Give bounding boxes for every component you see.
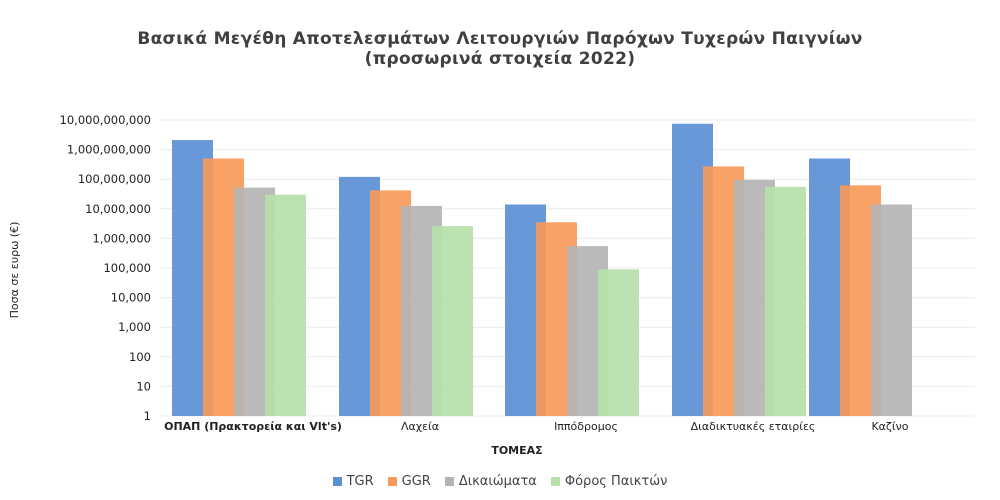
- legend-swatch: [550, 477, 560, 486]
- legend: TGR GGR Δικαιώματα Φόρος Παικτών: [0, 474, 1000, 489]
- legend-label: TGR: [346, 474, 374, 489]
- legend-item: TGR: [332, 474, 374, 489]
- x-tick-label: ΟΠΑΠ (Πρακτορεία και Vlt's): [164, 420, 342, 433]
- y-tick-label: 1: [144, 409, 151, 423]
- legend-swatch: [332, 477, 342, 486]
- x-tick-label: Διαδικτυακές εταιρίες: [691, 420, 816, 433]
- chart-subtitle: (προσωρινά στοιχεία 2022): [364, 49, 636, 69]
- bar: [598, 269, 639, 416]
- chart-title: Βασικά Μεγέθη Αποτελεσμάτων Λειτουργιών …: [137, 29, 863, 49]
- y-tick-label: 1,000,000,000: [67, 143, 151, 157]
- bar: [871, 204, 912, 416]
- y-tick-label: 100: [129, 350, 151, 364]
- y-tick-label: 1,000: [118, 320, 151, 334]
- legend-item: Φόρος Παικτών: [550, 474, 668, 489]
- y-tick-label: 10,000,000,000: [60, 113, 151, 127]
- bar: [265, 194, 306, 416]
- y-tick-label: 100,000: [103, 261, 151, 275]
- legend-item: Δικαιώματα: [444, 474, 537, 489]
- legend-label: GGR: [401, 474, 431, 489]
- y-tick-label: 1,000,000: [92, 231, 151, 245]
- y-tick-label: 100,000,000: [78, 172, 151, 186]
- y-tick-label: 10,000: [111, 291, 151, 305]
- legend-label: Δικαιώματα: [458, 474, 537, 489]
- x-tick-label: Ιππόδρομος: [554, 420, 618, 433]
- bar: [432, 226, 473, 416]
- legend-swatch: [444, 477, 454, 486]
- y-tick-label: 10: [136, 379, 151, 393]
- legend-item: GGR: [387, 474, 431, 489]
- bar: [765, 186, 806, 416]
- legend-swatch: [387, 477, 397, 486]
- x-tick-label: Λαχεία: [401, 420, 439, 433]
- legend-label: Φόρος Παικτών: [564, 474, 668, 489]
- x-axis-title: ΤΟΜΕΑΣ: [491, 444, 542, 457]
- x-tick-label: Καζίνο: [871, 420, 908, 433]
- y-axis-title: Ποσα σε ευρω (€): [8, 222, 21, 319]
- y-tick-label: 10,000,000: [85, 202, 151, 216]
